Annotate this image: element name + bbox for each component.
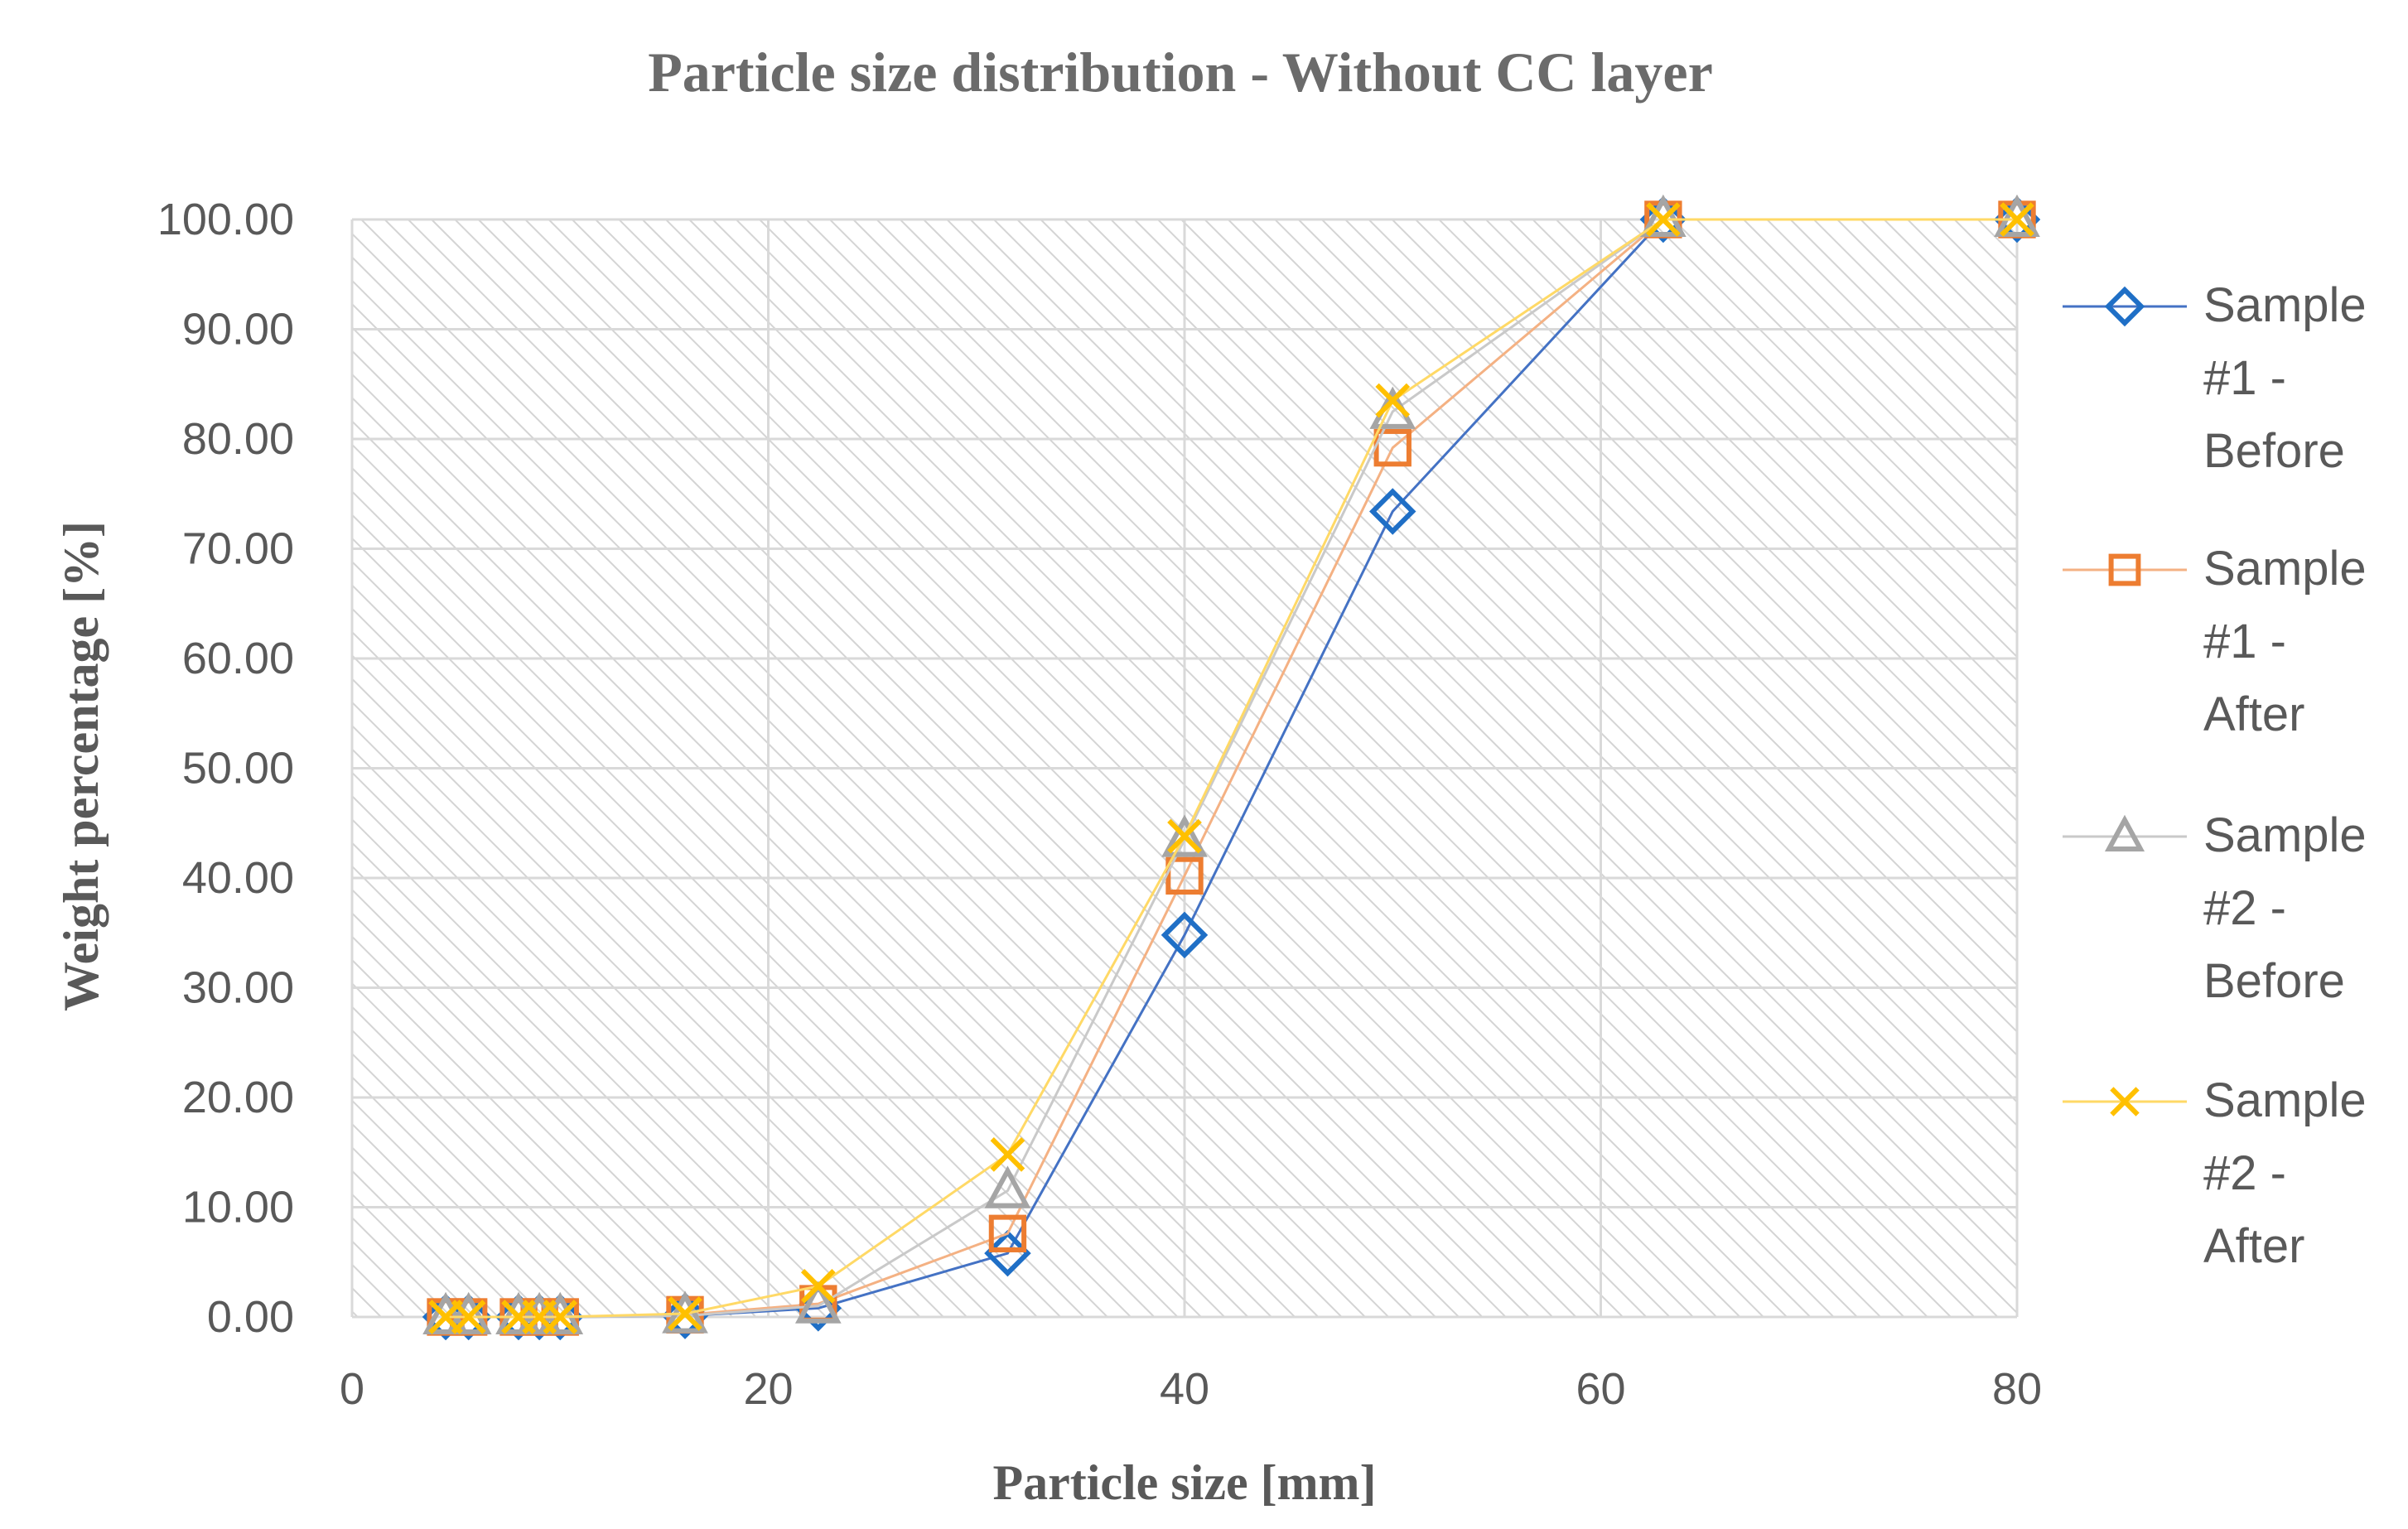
y-tick-label: 50.00 bbox=[182, 744, 294, 793]
legend-entry: Sample #2 - After bbox=[2063, 1073, 2367, 1273]
square-marker bbox=[988, 1214, 1027, 1252]
legend-label: Sample bbox=[2203, 278, 2367, 332]
x-marker bbox=[668, 1296, 702, 1331]
legend: Sample #1 - Before Sample #1 - After Sample #2 … bbox=[2063, 278, 2367, 1273]
x-tick-label: 20 bbox=[743, 1364, 793, 1414]
x-marker bbox=[2000, 202, 2034, 237]
triangle-marker bbox=[2104, 814, 2145, 851]
legend-label: Sample bbox=[2203, 542, 2367, 596]
y-tick-label: 10.00 bbox=[182, 1183, 294, 1232]
x-marker bbox=[1646, 202, 1681, 237]
diamond-marker bbox=[2104, 286, 2145, 327]
y-tick-label: 20.00 bbox=[182, 1073, 294, 1122]
x-marker bbox=[2110, 1087, 2140, 1117]
triangle-marker bbox=[445, 1291, 492, 1334]
triangle-marker bbox=[422, 1291, 469, 1334]
x-marker bbox=[1167, 818, 1202, 854]
legend-label: Before bbox=[2203, 954, 2345, 1008]
x-marker bbox=[451, 1300, 486, 1334]
diamond-marker bbox=[661, 1292, 709, 1339]
series-group bbox=[422, 194, 2041, 1341]
legend-label: Sample bbox=[2203, 808, 2367, 862]
legend-entry: Sample #1 - Before bbox=[2063, 278, 2367, 478]
triangle-marker bbox=[1994, 194, 2040, 237]
triangle-marker bbox=[537, 1291, 584, 1334]
diamond-marker bbox=[1639, 195, 1687, 244]
y-tick-label: 40.00 bbox=[182, 853, 294, 903]
x-axis-ticks: 0 20 40 60 80 bbox=[340, 1364, 2042, 1414]
legend-entry: Sample #1 - After bbox=[2063, 542, 2367, 741]
y-tick-label: 60.00 bbox=[182, 634, 294, 683]
square-marker bbox=[2108, 553, 2141, 586]
x-axis-title: Particle size [mm] bbox=[992, 1455, 1376, 1510]
x-tick-label: 80 bbox=[1992, 1364, 2042, 1414]
y-tick-label: 100.00 bbox=[157, 195, 294, 244]
y-tick-label: 90.00 bbox=[182, 305, 294, 355]
legend-label: Sample bbox=[2203, 1073, 2367, 1127]
triangle-marker bbox=[1161, 814, 1208, 857]
triangle-marker bbox=[984, 1165, 1031, 1208]
chart-title: Particle size distribution - Without CC … bbox=[648, 41, 1713, 104]
triangle-marker bbox=[1640, 194, 1687, 237]
x-marker bbox=[990, 1137, 1025, 1172]
x-tick-label: 40 bbox=[1160, 1364, 1209, 1414]
y-tick-label: 70.00 bbox=[182, 524, 294, 574]
series-line bbox=[446, 218, 2017, 1319]
diamond-marker bbox=[1161, 911, 1209, 959]
legend-label: After bbox=[2203, 1219, 2305, 1273]
legend-label: #1 - bbox=[2203, 615, 2286, 668]
legend-entry: Sample #2 - Before bbox=[2063, 808, 2367, 1008]
y-tick-label: 80.00 bbox=[182, 414, 294, 464]
x-tick-label: 60 bbox=[1576, 1364, 1625, 1414]
y-axis-title: Weight percentage [%] bbox=[54, 521, 109, 1011]
square-marker bbox=[1165, 856, 1204, 895]
x-marker bbox=[1375, 383, 1411, 418]
diamond-marker bbox=[984, 1229, 1031, 1277]
legend-label: #2 - bbox=[2203, 1146, 2286, 1200]
triangle-marker bbox=[794, 1281, 842, 1324]
series-4 bbox=[428, 202, 2034, 1334]
x-marker bbox=[543, 1300, 578, 1334]
diamond-marker bbox=[1369, 488, 1416, 535]
x-tick-label: 0 bbox=[340, 1364, 364, 1414]
y-axis-ticks: 0.00 10.00 20.00 30.00 40.00 50.00 60.00 70.00 8… bbox=[157, 195, 294, 1342]
y-tick-label: 30.00 bbox=[182, 963, 294, 1013]
legend-label: After bbox=[2203, 687, 2305, 741]
legend-label: #2 - bbox=[2203, 881, 2286, 935]
x-marker bbox=[800, 1269, 836, 1304]
y-tick-label: 0.00 bbox=[207, 1292, 294, 1342]
diamond-marker bbox=[1993, 195, 2041, 244]
legend-label: Before bbox=[2203, 424, 2345, 478]
legend-label: #1 - bbox=[2203, 351, 2286, 405]
